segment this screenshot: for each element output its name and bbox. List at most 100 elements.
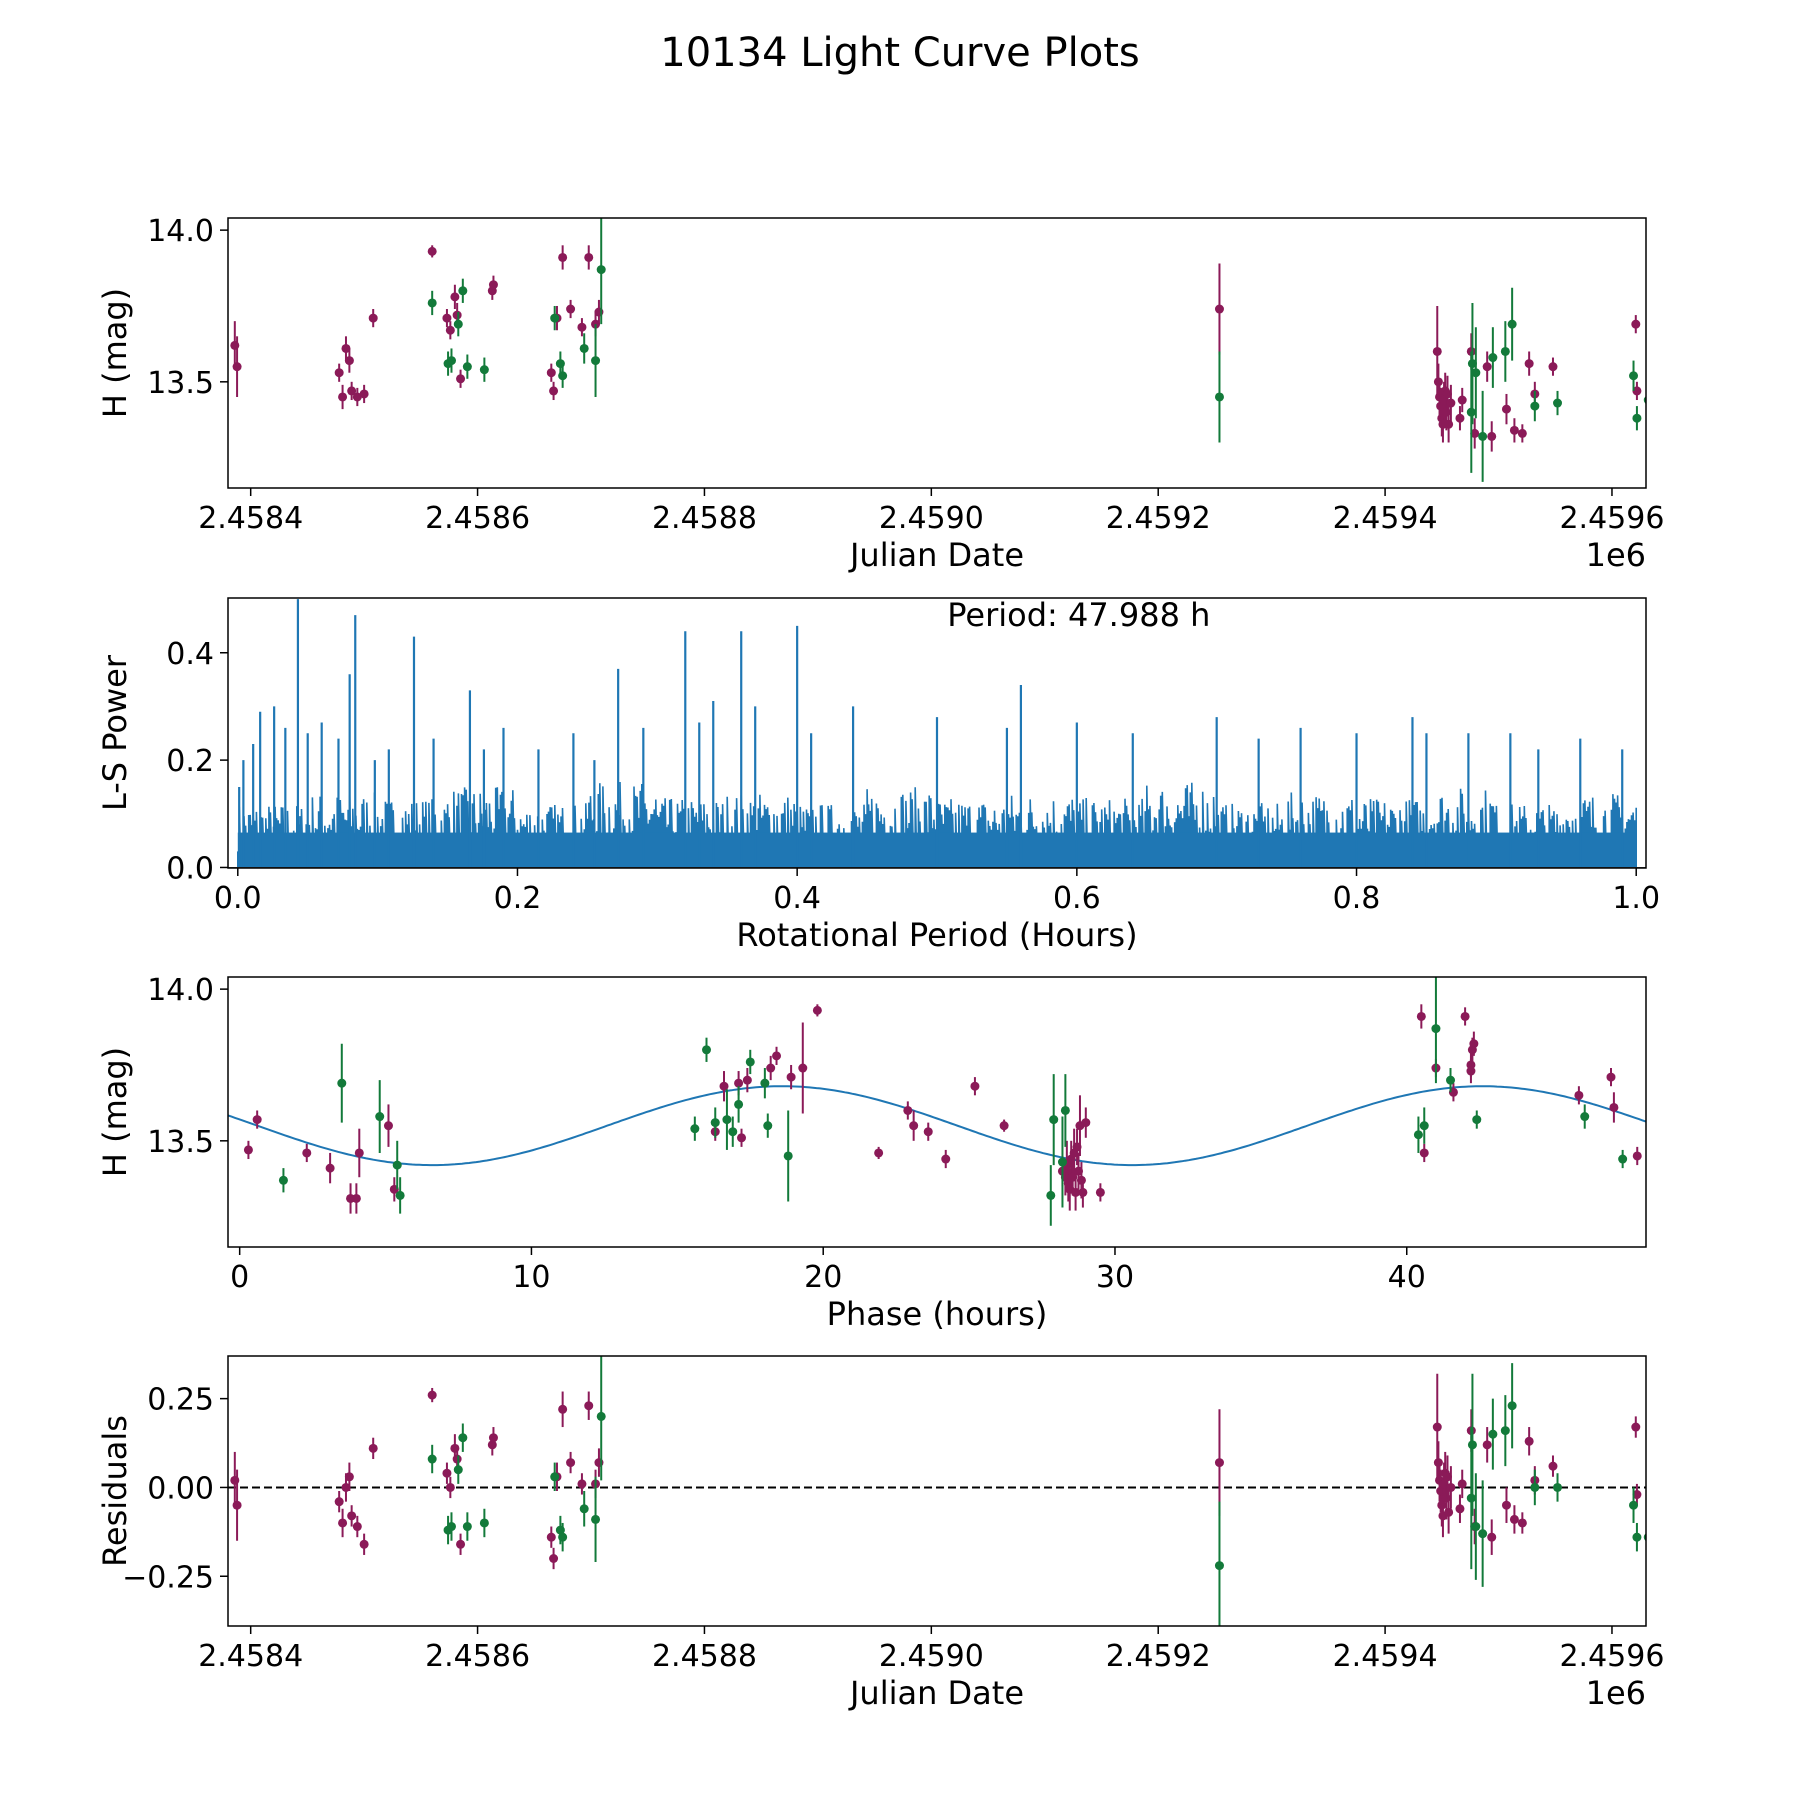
- data-point: [1524, 359, 1534, 369]
- data-point: [550, 1472, 560, 1482]
- data-point: [325, 1163, 335, 1173]
- data-point: [1444, 1507, 1454, 1517]
- series-magenta: [230, 245, 1642, 452]
- data-point: [347, 1511, 357, 1521]
- data-point: [1416, 1011, 1426, 1021]
- data-point: [1214, 1561, 1224, 1571]
- data-point: [334, 1497, 344, 1507]
- y-tick-label: 0.2: [166, 744, 214, 779]
- data-point: [351, 1193, 361, 1203]
- data-point: [584, 252, 594, 262]
- data-point: [710, 1118, 720, 1128]
- plot-4: 2.4584 2.4586 2.4588 2.4590 2.4592 2.4594 2.45…: [96, 1355, 1664, 1712]
- plot-1: 2.4584 2.4586 2.4588 2.4590 2.4592 2.4594 2.45…: [96, 214, 1664, 574]
- data-point: [375, 1112, 385, 1122]
- y-tick-label: 0.00: [147, 1471, 214, 1506]
- plot-data-area: [228, 1356, 1646, 1626]
- data-point: [427, 1454, 437, 1464]
- data-point: [1509, 425, 1519, 435]
- data-point: [1444, 419, 1454, 429]
- data-point: [1471, 368, 1481, 378]
- data-point: [1500, 1426, 1510, 1436]
- plot-frame: [227, 597, 1647, 869]
- data-point: [445, 325, 455, 335]
- data-point: [766, 1063, 776, 1073]
- data-point: [1455, 413, 1465, 423]
- data-point: [1467, 1440, 1477, 1450]
- data-point: [591, 356, 601, 366]
- data-point: [941, 1154, 951, 1164]
- data-point: [1632, 413, 1642, 423]
- data-point: [1071, 1187, 1081, 1197]
- data-point: [452, 310, 462, 320]
- plot-frame: [227, 217, 1647, 489]
- y-axis-label: H (mag): [96, 1047, 134, 1177]
- x-tick-label: 0.8: [1333, 881, 1381, 916]
- data-point: [909, 1121, 919, 1131]
- x-tick-label: 40: [1388, 1260, 1426, 1295]
- data-point: [1469, 1039, 1479, 1049]
- data-point: [1501, 404, 1511, 414]
- data-point: [1509, 1514, 1519, 1524]
- data-point: [427, 246, 437, 256]
- data-point: [1548, 1461, 1558, 1471]
- data-point: [1057, 1157, 1067, 1167]
- y-axis-label: L-S Power: [96, 654, 134, 811]
- data-point: [1095, 1187, 1105, 1197]
- data-point: [1460, 1011, 1470, 1021]
- data-point: [1442, 1472, 1452, 1482]
- data-point: [347, 386, 357, 396]
- data-point: [1446, 1482, 1456, 1492]
- data-point: [1471, 1522, 1481, 1532]
- data-point: [1478, 1529, 1488, 1539]
- x-tick-label: 2.4590: [879, 501, 984, 536]
- data-point: [1606, 1072, 1616, 1082]
- data-point: [338, 392, 348, 402]
- data-point: [1517, 1518, 1527, 1528]
- x-tick-label: 2.4594: [1333, 1639, 1438, 1674]
- data-point: [1530, 401, 1540, 411]
- data-point: [392, 1160, 402, 1170]
- data-point: [566, 1458, 576, 1468]
- data-point: [1078, 1187, 1088, 1197]
- data-point: [550, 313, 560, 323]
- data-point: [427, 1390, 437, 1400]
- plot-3: 0 10 20 30 40 13.5 14.0 Phase (hours) H (mag): [96, 973, 1647, 1333]
- data-point: [763, 1121, 773, 1131]
- data-point: [549, 386, 559, 396]
- data-point: [1432, 1422, 1442, 1432]
- x-tick-label: 2.4596: [1559, 501, 1664, 536]
- data-point: [1632, 1532, 1642, 1542]
- y-tick-label: 13.5: [147, 1125, 214, 1160]
- data-point: [278, 1175, 288, 1185]
- data-point: [1632, 386, 1642, 396]
- data-point: [1548, 362, 1558, 372]
- series-green: [427, 1356, 1646, 1626]
- data-point: [1419, 1148, 1429, 1158]
- data-point: [232, 1500, 242, 1510]
- data-point: [596, 1411, 606, 1421]
- data-point: [558, 252, 568, 262]
- data-point: [1507, 1401, 1517, 1411]
- x-tick-label: 0.4: [773, 881, 821, 916]
- data-point: [383, 1121, 393, 1131]
- data-point: [452, 1454, 462, 1464]
- data-point: [874, 1148, 884, 1158]
- data-point: [786, 1072, 796, 1082]
- period-annotation: Period: 47.988 h: [947, 596, 1210, 634]
- data-point: [479, 365, 489, 375]
- data-point: [359, 389, 369, 399]
- data-point: [456, 374, 466, 384]
- data-point: [1466, 1066, 1476, 1076]
- data-point: [458, 286, 468, 296]
- data-point: [341, 1482, 351, 1492]
- x-tick-label: 2.4584: [198, 1639, 303, 1674]
- series-magenta: [230, 1373, 1642, 1570]
- data-point: [1446, 398, 1456, 408]
- y-tick-label: 14.0: [147, 214, 214, 249]
- x-tick-label: 2.4584: [198, 501, 303, 536]
- plot-data-area: [230, 218, 1646, 482]
- data-point: [341, 343, 351, 353]
- data-point: [1631, 1422, 1641, 1432]
